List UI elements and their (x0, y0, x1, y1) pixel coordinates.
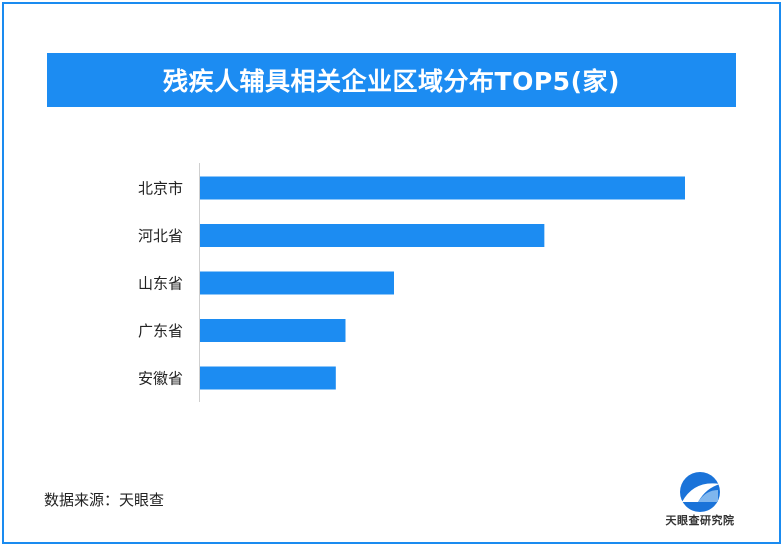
category-label-4: 广东省 (138, 322, 183, 340)
logo-text: 天眼查研究院 (665, 514, 735, 527)
category-label-1: 北京市 (138, 180, 183, 198)
data-source: 数据来源：天眼查 (44, 491, 165, 509)
title-banner: 残疾人辅具相关企业区域分布TOP5(家) (47, 53, 736, 107)
tianyancha-logo: 天眼查研究院 (658, 466, 742, 528)
category-label-5: 安徽省 (138, 370, 183, 388)
logo-icon (680, 472, 720, 512)
chart-title: 残疾人辅具相关企业区域分布TOP5(家) (163, 67, 620, 96)
bar-3 (200, 271, 394, 295)
bar-1 (200, 176, 685, 200)
category-label-3: 山东省 (138, 275, 183, 293)
bar-4 (200, 319, 346, 342)
category-label-2: 河北省 (138, 227, 183, 245)
bar-2 (200, 224, 545, 247)
bar-5 (200, 366, 336, 390)
